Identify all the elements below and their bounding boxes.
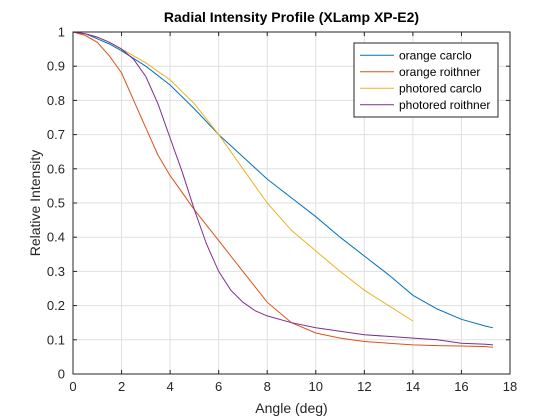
x-tick-label: 10: [309, 379, 323, 394]
x-axis-label: Angle (deg): [255, 400, 327, 416]
y-tick-label: 0: [58, 367, 65, 382]
x-tick-label: 12: [357, 379, 371, 394]
x-tick-label: 6: [215, 379, 222, 394]
y-tick-label: 0.2: [47, 298, 65, 313]
series-line-orange-carclo: [72, 31, 494, 329]
series-layer: [72, 31, 494, 348]
y-tick-label: 0.5: [47, 196, 65, 211]
y-axis-label: Relative Intensity: [27, 150, 43, 257]
y-tick-label: 0.7: [47, 127, 65, 142]
chart-title: Radial Intensity Profile (XLamp XP-E2): [164, 9, 419, 25]
y-tick-label: 0.6: [47, 161, 65, 176]
y-tick-label: 0.4: [47, 230, 65, 245]
x-axis: 0 2 4 6 8 10 12 14 16 18: [69, 32, 517, 394]
x-tick-label: 0: [69, 379, 76, 394]
legend: orange carclo orange roithner photored car…: [353, 42, 499, 118]
y-tick-label: 0.9: [47, 59, 65, 74]
legend-label: orange roithner: [399, 65, 480, 79]
y-tick-label: 1: [58, 25, 65, 40]
series-line-photored-roithner: [72, 31, 494, 346]
legend-label: photored carclo: [399, 81, 482, 95]
legend-label: orange carclo: [399, 48, 472, 62]
y-tick-label: 0.8: [47, 93, 65, 108]
x-tick-label: 14: [406, 379, 420, 394]
legend-label: photored roithner: [399, 98, 490, 112]
x-tick-label: 4: [166, 379, 173, 394]
y-tick-label: 0.3: [47, 264, 65, 279]
x-tick-label: 2: [118, 379, 125, 394]
x-tick-label: 18: [503, 379, 517, 394]
x-tick-label: 16: [454, 379, 468, 394]
grid: [72, 31, 511, 375]
y-tick-label: 0.1: [47, 332, 65, 347]
series-line-orange-roithner: [72, 31, 494, 348]
x-tick-label: 8: [264, 379, 271, 394]
y-axis: 0 0.1 0.2 0.3 0.4 0.5 0.6 0.7 0.8 0.9 1: [47, 25, 510, 382]
